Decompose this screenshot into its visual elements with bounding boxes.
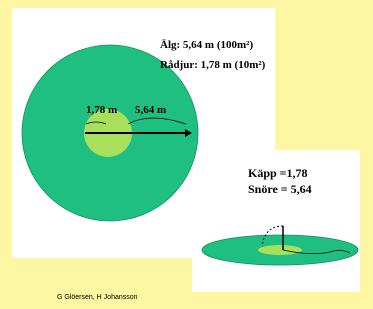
outer-label: 5,64 m [135, 104, 166, 116]
title-line: Rådjur: 1,78 m (10m²) [160, 59, 266, 71]
formula-line: Snöre = 5,64 [248, 182, 312, 196]
title-line: Älg: 5,64 m (100m²) [160, 38, 253, 51]
inner-label: 1,78 m [86, 104, 117, 116]
slide: 1,78 m 5,64 m Älg: 5,64 m (100m²) Rådjur… [0, 0, 373, 309]
formula-line: Käpp =1,78 [248, 166, 308, 180]
ground-inner [258, 245, 302, 255]
footer: G Glöersen, H Johansson [57, 294, 138, 301]
